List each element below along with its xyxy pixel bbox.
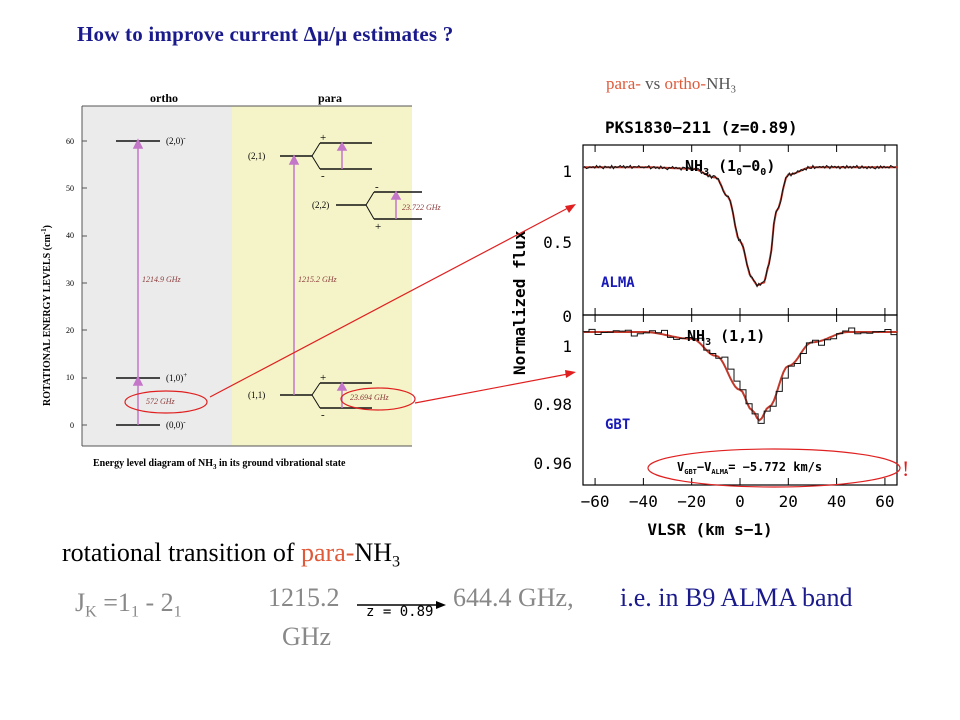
ytick-20: 20 (66, 326, 74, 335)
ytick-50: 50 (66, 184, 74, 193)
gbt-line-label: NH3 (1,1) (687, 327, 765, 348)
gbt-instrument-label: GBT (605, 417, 630, 433)
subtitle-vs: vs (640, 74, 665, 93)
ytick-0: 0 (70, 421, 74, 430)
alma-observed-line (582, 164, 897, 288)
ytick-40: 40 (66, 231, 74, 240)
spectra-title: PKS1830−211 (z=0.89) (605, 118, 798, 137)
gbt-spectrum (583, 327, 898, 424)
transition-heading: rotational transition of para-NH3 (62, 538, 400, 572)
ytick-30: 30 (66, 279, 74, 288)
level-ortho-10: (1,0)+ (166, 371, 187, 383)
level-para-21: (2,1) (248, 151, 265, 161)
transition-heading-sub: 3 (391, 553, 401, 571)
alma-ytick-0: 0 (562, 307, 572, 326)
level-para-22: (2,2) (312, 200, 329, 210)
para-big-freq: 1215.2 GHz (298, 275, 338, 284)
page-title: How to improve current Δμ/μ estimates ? (77, 22, 454, 46)
sign-11-minus: - (321, 409, 325, 421)
alma-band-note: i.e. in B9 ALMA band (620, 583, 853, 612)
spectra-figure: PKS1830−211 (z=0.89) 1 0.5 0 1 0.98 0.96… (505, 105, 905, 545)
ytick-60: 60 (66, 137, 74, 146)
subtitle-species: NH (706, 74, 731, 93)
rest-frequency-unit: GHz (282, 622, 332, 651)
sign-22-plus: + (375, 221, 381, 233)
velocity-offset-label: VGBT−VALMA= −5.772 km/s (677, 460, 822, 476)
level-ortho-20: (2,0)- (166, 134, 186, 146)
para-11-freq: 23.694 GHz (350, 393, 390, 402)
para-header: para (318, 91, 342, 105)
rest-frequency: 1215.2 (268, 583, 340, 612)
ortho-big-freq: 1214.9 GHz (142, 275, 182, 284)
subtitle-para: para- (606, 74, 641, 93)
figure-subtitle: para- vs ortho-NH3 (606, 74, 736, 96)
alma-ytick-05: 0.5 (543, 233, 572, 252)
alma-instrument-label: ALMA (601, 275, 635, 291)
ortho-panel (82, 106, 232, 446)
ytick-10: 10 (66, 373, 74, 382)
para-22-freq: 23.722 GHz (402, 203, 442, 212)
diagram-caption: Energy level diagram of NH3 in its groun… (93, 458, 346, 471)
xtick-0: 0 (735, 492, 745, 511)
transition-heading-para: para- (301, 538, 355, 567)
y-axis: 0 10 20 30 40 50 60 (66, 137, 87, 430)
xtick-m20: −20 (677, 492, 706, 511)
observed-frequency: 644.4 GHz, (453, 583, 574, 612)
xtick-20: 20 (779, 492, 798, 511)
spectra-xlabel: VLSR (km s−1) (647, 520, 772, 539)
sign-21-plus: + (320, 132, 326, 144)
sign-21-minus: - (321, 170, 325, 182)
xtick-m60: −60 (581, 492, 610, 511)
xtick-m40: −40 (629, 492, 658, 511)
transition-heading-text: rotational transition of (62, 538, 302, 567)
spectra-ylabel: Normalized flux (510, 230, 529, 375)
gbt-observed-histogram (583, 327, 898, 424)
spectra-x-axis: −60 −40 −20 0 20 40 60 (581, 492, 895, 511)
energy-level-diagram: ortho para 0 10 20 30 40 50 60 ROTATIONA… (30, 88, 485, 480)
level-para-11: (1,1) (248, 390, 265, 400)
gbt-ytick-098: 0.98 (533, 395, 572, 414)
alma-ytick-1: 1 (562, 162, 572, 181)
jk-label: JK =11 - 21 (75, 588, 182, 621)
ortho-transitions (132, 138, 144, 425)
xtick-60: 60 (875, 492, 894, 511)
redshift-label: z = 0.89 (366, 604, 434, 620)
ortho-header: ortho (150, 91, 178, 105)
y-axis-label: ROTATIONAL ENERGY LEVELS (cm-1) (40, 225, 53, 406)
sign-11-plus: + (320, 372, 326, 384)
sign-22-minus: - (375, 181, 379, 193)
subtitle-ortho: ortho- (664, 74, 707, 93)
alma-line-label: NH3 (10−00) (685, 157, 775, 178)
gbt-ytick-096: 0.96 (533, 454, 572, 473)
gbt-ytick-1: 1 (562, 337, 572, 356)
redshift-arrowhead (436, 601, 446, 609)
transition-heading-species: NH (354, 538, 392, 567)
xtick-40: 40 (827, 492, 846, 511)
level-ortho-00: (0,0)- (166, 418, 186, 430)
alma-spectrum (582, 164, 897, 288)
ortho-small-freq: 572 GHz (146, 397, 176, 406)
subtitle-sub: 3 (730, 84, 736, 96)
